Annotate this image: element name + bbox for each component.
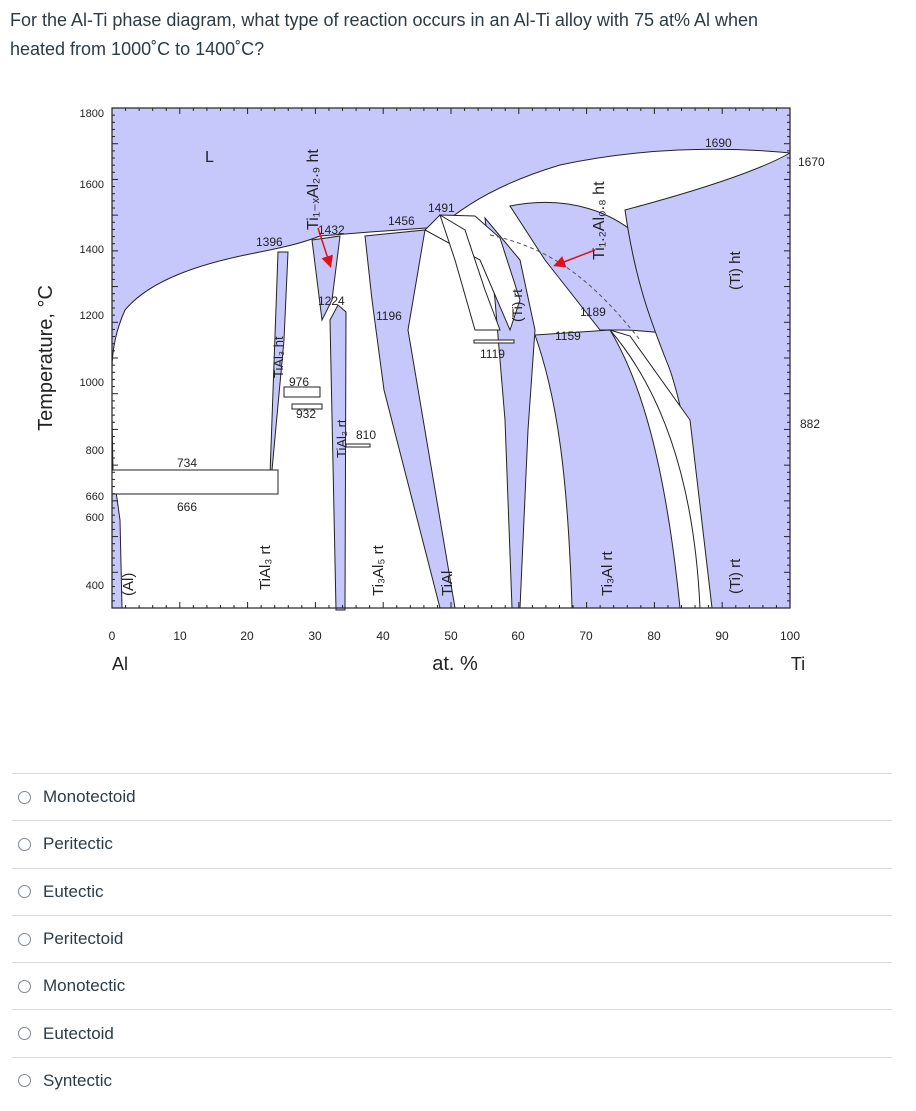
- element-ti-label: Ti: [791, 654, 805, 674]
- x-axis-title: at. %: [432, 653, 478, 675]
- band-976: [283, 386, 321, 398]
- choice-eutectic[interactable]: Eutectic: [12, 867, 892, 915]
- radio-button-icon[interactable]: [18, 885, 31, 899]
- phase-ti-rt-right: (Ti) rt: [727, 558, 744, 594]
- temp-932: 932: [296, 407, 316, 421]
- peritectic-band-1491: [424, 214, 521, 332]
- temp-810: 810: [356, 428, 376, 442]
- radio-button-icon[interactable]: [18, 932, 31, 946]
- band-932: [291, 403, 323, 410]
- x-tick-20: 20: [240, 629, 254, 643]
- phase-labels: L (Al) TiAl₃ ht TiAl₃ rt Ti₁₋ₓAl₂.₉ ht T…: [120, 149, 744, 596]
- choice-monotectic[interactable]: Monotectic: [12, 962, 892, 1009]
- temp-1224: 1224: [318, 294, 345, 308]
- choice-monotectoid[interactable]: Monotectoid: [12, 773, 892, 820]
- temp-1189: 1189: [580, 305, 606, 319]
- temperature-labels: 1690 1670 1491 1456 1432 1396 1224 1196 …: [177, 136, 825, 514]
- band-810: [345, 443, 371, 448]
- temp-1119: 1119: [480, 347, 505, 361]
- temp-1690: 1690: [705, 136, 732, 150]
- al-ti-phase-diagram: 1800 1600 1400 1200 1000 800 660 600 400…: [35, 107, 825, 675]
- choice-label: Peritectic: [43, 834, 113, 854]
- y-axis-title: Temperature, °C: [35, 285, 57, 431]
- phase-ti-rt-left: (Ti) rt: [509, 289, 525, 322]
- radio-button-icon[interactable]: [18, 837, 31, 851]
- temp-1196: 1196: [376, 309, 402, 323]
- x-tick-40: 40: [376, 629, 390, 643]
- phase-ti3al5-rt: Ti₃Al₅ rt: [370, 544, 387, 596]
- temp-734: 734: [177, 456, 197, 470]
- y-tick-660: 660: [86, 491, 104, 503]
- x-tick-50: 50: [444, 629, 458, 643]
- radio-button-icon[interactable]: [18, 1027, 31, 1041]
- arrow-ti12al08: [553, 249, 596, 268]
- phase-tial: TiAl: [439, 571, 456, 596]
- axis-ticks: [111, 107, 791, 609]
- phase-tial3-ht: TiAl₃ ht: [271, 336, 286, 378]
- y-tick-1400: 1400: [80, 244, 104, 256]
- x-tick-30: 30: [308, 629, 322, 643]
- choice-syntectic[interactable]: Syntectic: [12, 1056, 892, 1104]
- radio-button-icon[interactable]: [18, 790, 31, 804]
- temp-666: 666: [177, 500, 197, 514]
- phase-ti-ht: (Ti) ht: [727, 251, 744, 290]
- temp-1670: 1670: [798, 155, 825, 169]
- eutectic-band-734: [111, 469, 279, 495]
- band-1119: [473, 339, 515, 344]
- x-tick-80: 80: [647, 629, 661, 643]
- dashed-boundary: [489, 234, 641, 341]
- temp-1456: 1456: [388, 214, 415, 228]
- temp-1396: 1396: [256, 235, 283, 249]
- tial2-region: [329, 304, 347, 611]
- y-tick-400: 400: [86, 580, 104, 592]
- answer-choices: Monotectoid Peritectic Eutectic Peritect…: [12, 773, 892, 1104]
- choice-peritectoid[interactable]: Peritectoid: [12, 914, 892, 962]
- x-tick-60: 60: [511, 629, 525, 643]
- phase-ti1al29-ht: Ti₁₋ₓAl₂.₉ ht: [305, 149, 322, 230]
- temp-1491: 1491: [428, 201, 455, 215]
- x-tick-70: 70: [579, 629, 593, 643]
- band-tial-ti3al: [439, 213, 501, 331]
- phase-tial3-rt: TiAl₃ rt: [257, 544, 274, 590]
- phase-regions: [111, 107, 791, 611]
- choice-eutectoid[interactable]: Eutectoid: [12, 1009, 892, 1056]
- x-tick-100: 100: [780, 629, 800, 643]
- radio-button-icon[interactable]: [18, 979, 31, 993]
- temp-1432: 1432: [318, 223, 345, 237]
- choice-label: Eutectic: [43, 881, 104, 901]
- phase-liquid: L: [205, 149, 214, 166]
- temp-882: 882: [800, 417, 820, 431]
- y-tick-600: 600: [86, 512, 104, 524]
- x-tick-10: 10: [173, 629, 187, 643]
- x-axis: 0 10 20 30 40 50 60 70 80 90 100: [109, 629, 801, 643]
- phase-al: (Al): [120, 573, 137, 596]
- temp-1159: 1159: [555, 329, 581, 343]
- choice-label: Syntectic: [43, 1070, 112, 1090]
- element-al-label: Al: [112, 654, 128, 674]
- y-tick-800: 800: [86, 445, 104, 457]
- radio-button-icon[interactable]: [18, 1074, 31, 1088]
- y-tick-1800: 1800: [80, 108, 104, 120]
- choice-peritectic[interactable]: Peritectic: [12, 820, 892, 867]
- phase-tial2-rt: TiAl₂ rt: [334, 419, 349, 458]
- ti1al29-region: [311, 235, 341, 322]
- choice-label: Monotectoid: [43, 787, 136, 807]
- question-line-1: For the Al-Ti phase diagram, what type o…: [10, 10, 759, 30]
- y-tick-1000: 1000: [80, 377, 104, 389]
- tial3-ht-region: [269, 251, 289, 476]
- y-tick-1200: 1200: [80, 310, 104, 322]
- arrow-ti1al29: [317, 227, 333, 268]
- question-line-2: heated from 1000˚C to 1400˚C?: [10, 39, 265, 59]
- temp-976: 976: [289, 375, 309, 389]
- x-tick-90: 90: [715, 629, 729, 643]
- x-tick-0: 0: [109, 629, 116, 643]
- choice-label: Monotectic: [43, 976, 126, 996]
- phase-ti3al-rt: Ti₃Al rt: [599, 550, 616, 596]
- phase-ti12al08-ht: Ti₁.₂Al₀.₈ ht: [591, 181, 608, 260]
- y-axis: 1800 1600 1400 1200 1000 800 660 600 400: [80, 108, 104, 592]
- question-text: For the Al-Ti phase diagram, what type o…: [10, 6, 900, 64]
- choice-label: Peritectoid: [43, 929, 124, 949]
- y-tick-1600: 1600: [80, 179, 104, 191]
- choice-label: Eutectoid: [43, 1023, 114, 1043]
